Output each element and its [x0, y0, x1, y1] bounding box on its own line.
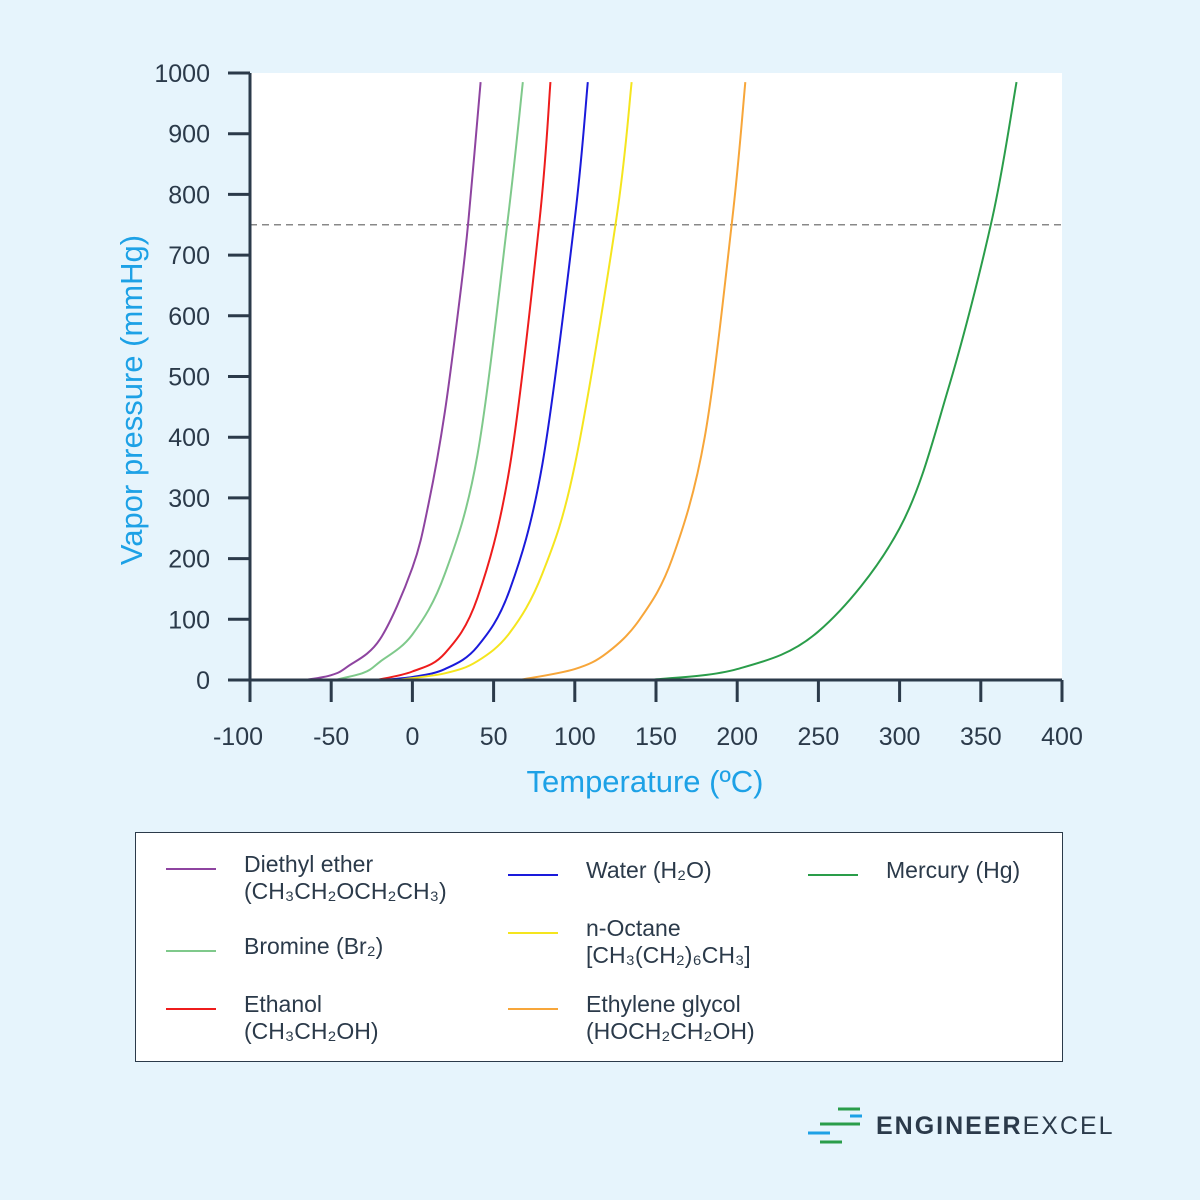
y-tick-label: 300 — [168, 485, 210, 513]
series-line-2 — [376, 82, 552, 681]
y-tick-label: 800 — [168, 181, 210, 209]
x-tick-label: 50 — [480, 723, 508, 751]
series-line-3 — [379, 82, 589, 681]
legend-swatch — [166, 1008, 216, 1010]
x-tick-label: 400 — [1041, 723, 1083, 751]
series-line-5 — [519, 82, 747, 681]
legend-label: Bromine (Br₂) — [244, 933, 384, 959]
y-tick-label: 0 — [196, 667, 210, 695]
engineerexcel-logo: ENGINEEREXCEL — [806, 1106, 1115, 1146]
legend-swatch — [508, 1008, 558, 1010]
x-tick-label: -50 — [313, 723, 349, 751]
x-tick-label: 200 — [716, 723, 758, 751]
y-tick-label: 200 — [168, 546, 210, 574]
logo-text-light: EXCEL — [1022, 1111, 1115, 1140]
legend-item: Ethylene glycol (HOCH₂CH₂OH) — [508, 991, 755, 1045]
x-tick-label: -100 — [213, 723, 263, 751]
x-tick-label: 350 — [960, 723, 1002, 751]
legend-swatch — [808, 874, 858, 876]
legend-item: Ethanol (CH₃CH₂OH) — [166, 991, 379, 1045]
legend-item: Diethyl ether (CH₃CH₂OCH₂CH₃) — [166, 851, 447, 905]
y-tick-label: 900 — [168, 121, 210, 149]
legend-label: Ethanol — [244, 991, 323, 1017]
legend-formula: (HOCH₂CH₂OH) — [586, 1018, 755, 1044]
legend-item: Water (H₂O) — [508, 857, 712, 884]
logo-text-bold: ENGINEER — [876, 1111, 1023, 1140]
series-line-0 — [305, 82, 482, 681]
y-tick-label: 600 — [168, 303, 210, 331]
x-tick-label: 300 — [879, 723, 921, 751]
legend-label: n-Octane — [586, 915, 681, 941]
x-tick-label: 250 — [798, 723, 840, 751]
series-line-1 — [334, 81, 524, 681]
legend-formula: (CH₃CH₂OH) — [244, 1018, 379, 1044]
legend-label: Mercury (Hg) — [886, 857, 1021, 883]
y-tick-label: 400 — [168, 424, 210, 452]
legend-formula: (CH₃CH₂OCH₂CH₃) — [244, 878, 447, 904]
series-line-6 — [647, 81, 1018, 681]
legend-item: Bromine (Br₂) — [166, 933, 383, 960]
legend-item: n-Octane [CH₃(CH₂)₆CH₃] — [508, 915, 751, 969]
legend-label: Diethyl ether — [244, 851, 374, 877]
y-tick-label: 700 — [168, 242, 210, 270]
legend-label: Ethylene glycol — [586, 991, 741, 1017]
x-tick-label: 0 — [405, 723, 419, 751]
plot-area — [250, 73, 1062, 680]
series-line-4 — [396, 81, 633, 681]
y-tick-label: 100 — [168, 606, 210, 634]
legend-item: Mercury (Hg) — [808, 857, 1020, 884]
legend-formula: [CH₃(CH₂)₆CH₃] — [586, 942, 751, 968]
legend: Diethyl ether (CH₃CH₂OCH₂CH₃) Bromine (Br₂… — [135, 832, 1063, 1062]
y-axis-label: Vapor pressure (mmHg) — [114, 235, 149, 565]
legend-label: Water (H₂O) — [586, 857, 712, 883]
y-tick-label: 500 — [168, 364, 210, 392]
y-tick-label: 1000 — [154, 60, 210, 88]
legend-swatch — [166, 868, 216, 870]
legend-swatch — [508, 874, 558, 876]
x-tick-label: 150 — [635, 723, 677, 751]
legend-swatch — [166, 950, 216, 952]
x-axis-label: Temperature (ºC) — [527, 764, 764, 799]
legend-swatch — [508, 932, 558, 934]
x-tick-label: 100 — [554, 723, 596, 751]
vapor-pressure-chart: 0 100 200 300 400 500 600 700 800 900 1000 -100 -50 0… — [114, 60, 1083, 799]
logo-lines-icon — [808, 1107, 862, 1144]
